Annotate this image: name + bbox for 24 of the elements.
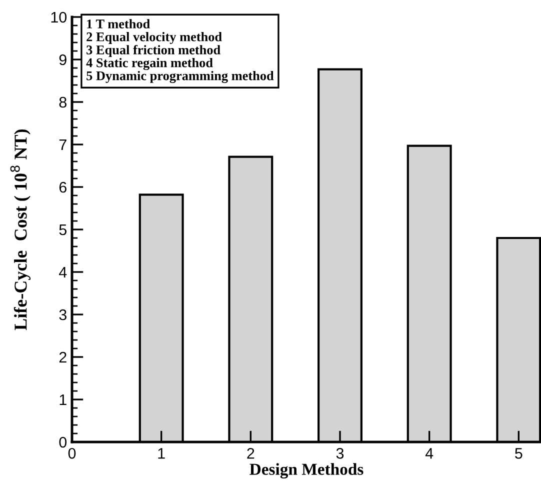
annotation: 4 Static regain method (86, 58, 213, 70)
y-tick-label: 9 (59, 54, 66, 66)
x-tick-label: 3 (336, 448, 344, 459)
annotation: 1 T method (87, 19, 150, 28)
y-tick-label: 0 (59, 436, 67, 448)
x-tick-label: 1 (158, 448, 165, 459)
y-tick-label: 5 (59, 224, 66, 236)
y-tick-label: 1 (60, 394, 66, 406)
x-tick-label: 4 (425, 448, 434, 459)
y-tick-label: 6 (59, 182, 66, 193)
annotation: 2 Equal velocity method (86, 32, 222, 44)
y-tick-label: 2 (59, 352, 66, 363)
y-tick-label: 10 (51, 12, 67, 23)
x-tick-label: 0 (68, 448, 76, 459)
y-tick-label: 7 (59, 140, 66, 150)
x-tick-label: 2 (247, 448, 254, 459)
y-tick-label: 3 (59, 309, 66, 320)
x-axis-title: Design Methods (250, 463, 364, 478)
annotation: 3 Equal friction method (86, 44, 220, 58)
y-axis-title: Life-Cycle Cost ( 10$^{8}$ NT) (10, 129, 30, 330)
x-tick-label: 5 (515, 448, 522, 459)
y-tick-label: 8 (59, 96, 66, 108)
y-tick-label: 4 (58, 267, 67, 278)
annotation: 5 Dynamic programming method (86, 70, 274, 84)
